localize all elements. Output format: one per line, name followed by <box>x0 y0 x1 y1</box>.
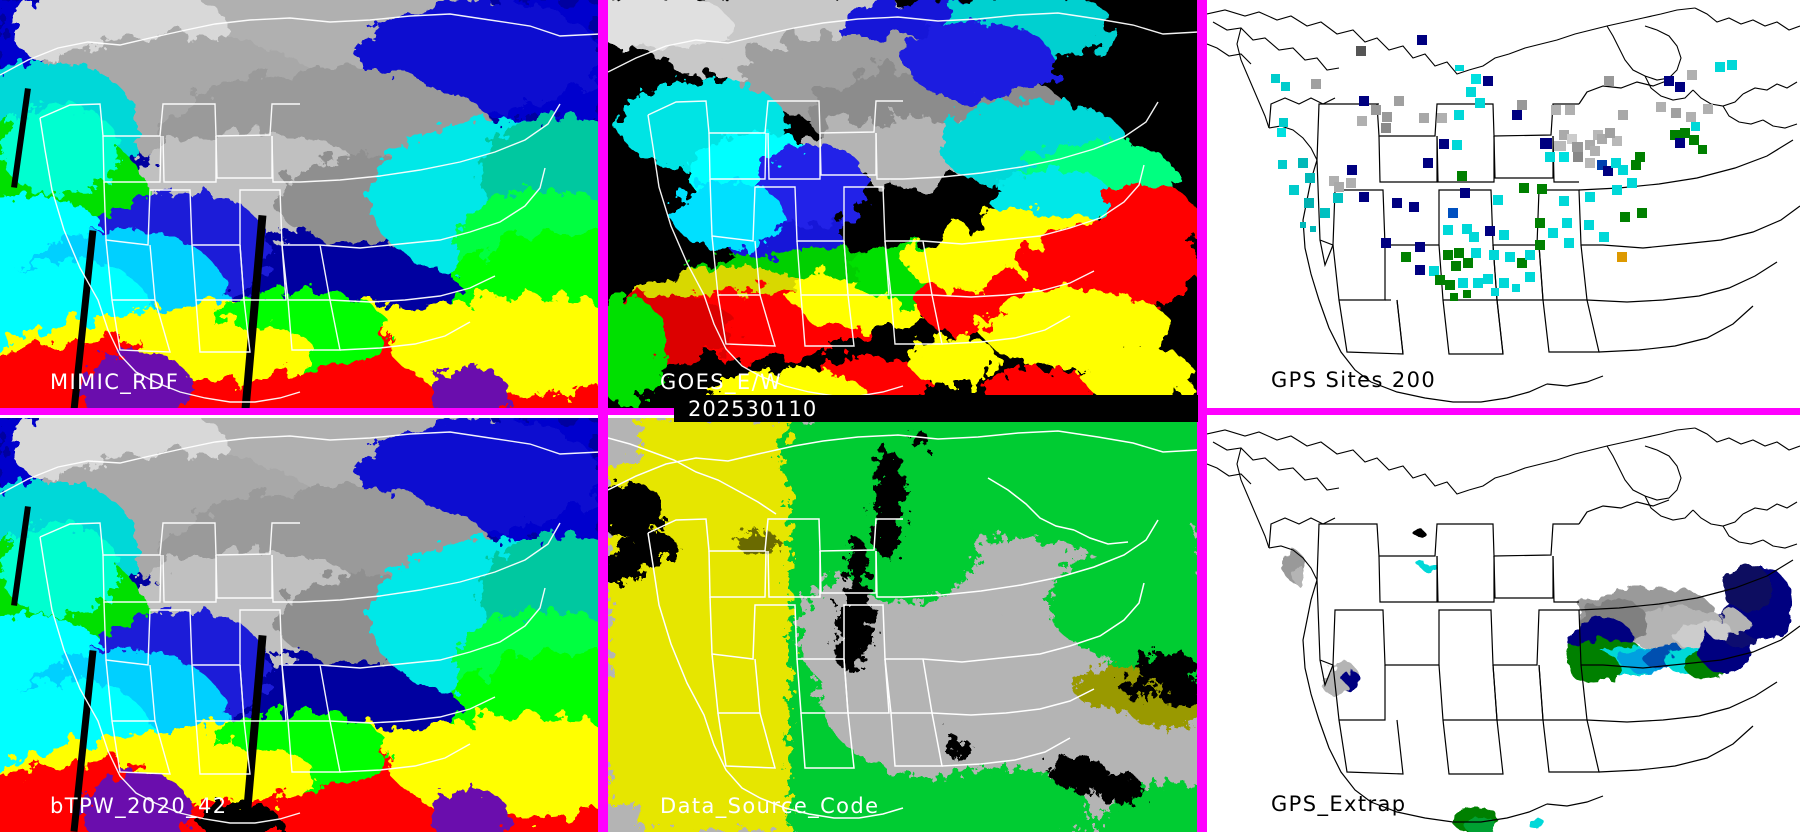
timestamp-value: 202530110 <box>688 396 818 421</box>
divider-vertical-right <box>1197 0 1207 832</box>
panel-gps-extrap[interactable]: GPS_Extrap <box>1207 418 1800 832</box>
goes-ew-image <box>608 0 1198 410</box>
panel-btpw[interactable]: bTPW_2020_42 <box>0 418 600 832</box>
data-source-code-image <box>608 418 1198 832</box>
btpw-image <box>0 418 600 832</box>
panel-mimic-rdf[interactable]: MIMIC_RDF <box>0 0 600 410</box>
panel-goes-ew[interactable]: GOES_E/W <box>608 0 1198 410</box>
gps-extrap-map <box>1207 418 1800 832</box>
panel-gps-sites[interactable]: GPS Sites 200 <box>1207 0 1800 410</box>
gps-sites-map <box>1207 0 1800 410</box>
divider-vertical-left <box>598 0 608 832</box>
mimic-rdf-image <box>0 0 600 410</box>
panel-data-source-code[interactable]: Data_Source_Code <box>608 418 1198 832</box>
timestamp-bar: 202530110 <box>674 395 1198 422</box>
